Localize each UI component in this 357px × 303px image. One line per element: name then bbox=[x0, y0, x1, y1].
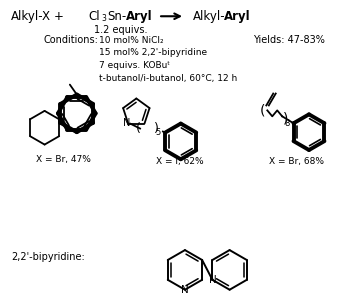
Text: 10 mol% NiCl₂: 10 mol% NiCl₂ bbox=[99, 35, 163, 45]
Text: Aryl: Aryl bbox=[126, 10, 153, 23]
Text: Conditions:: Conditions: bbox=[43, 35, 98, 45]
Text: Aryl: Aryl bbox=[223, 10, 250, 23]
Text: t-butanol/i-butanol, 60°C, 12 h: t-butanol/i-butanol, 60°C, 12 h bbox=[99, 74, 237, 83]
Text: (: ( bbox=[136, 122, 141, 135]
Text: X = Br, 47%: X = Br, 47% bbox=[36, 155, 91, 165]
Text: (: ( bbox=[260, 103, 265, 117]
Text: 2,2'-bipyridine:: 2,2'-bipyridine: bbox=[11, 252, 85, 262]
Text: X = Br, 68%: X = Br, 68% bbox=[268, 157, 323, 166]
Text: ): ) bbox=[154, 122, 159, 135]
Text: +: + bbox=[54, 10, 64, 23]
Text: Yields: 47-83%: Yields: 47-83% bbox=[253, 35, 325, 45]
Text: N: N bbox=[208, 275, 216, 285]
Text: Alkyl-: Alkyl- bbox=[193, 10, 226, 23]
Text: 3: 3 bbox=[102, 14, 106, 23]
Text: 8: 8 bbox=[284, 119, 290, 128]
Text: Alkyl-X: Alkyl-X bbox=[11, 10, 51, 23]
Text: 15 mol% 2,2'-bipyridine: 15 mol% 2,2'-bipyridine bbox=[99, 48, 207, 57]
Text: N: N bbox=[181, 285, 189, 295]
Text: 1.2 equivs.: 1.2 equivs. bbox=[94, 25, 147, 35]
Text: N: N bbox=[124, 118, 131, 128]
Text: Sn-: Sn- bbox=[107, 10, 127, 23]
Text: 7 equivs. KOBuᵗ: 7 equivs. KOBuᵗ bbox=[99, 61, 170, 70]
Text: ): ) bbox=[283, 111, 288, 125]
Text: 5: 5 bbox=[155, 128, 160, 137]
Text: X = I, 62%: X = I, 62% bbox=[156, 157, 204, 166]
Text: Cl: Cl bbox=[89, 10, 100, 23]
